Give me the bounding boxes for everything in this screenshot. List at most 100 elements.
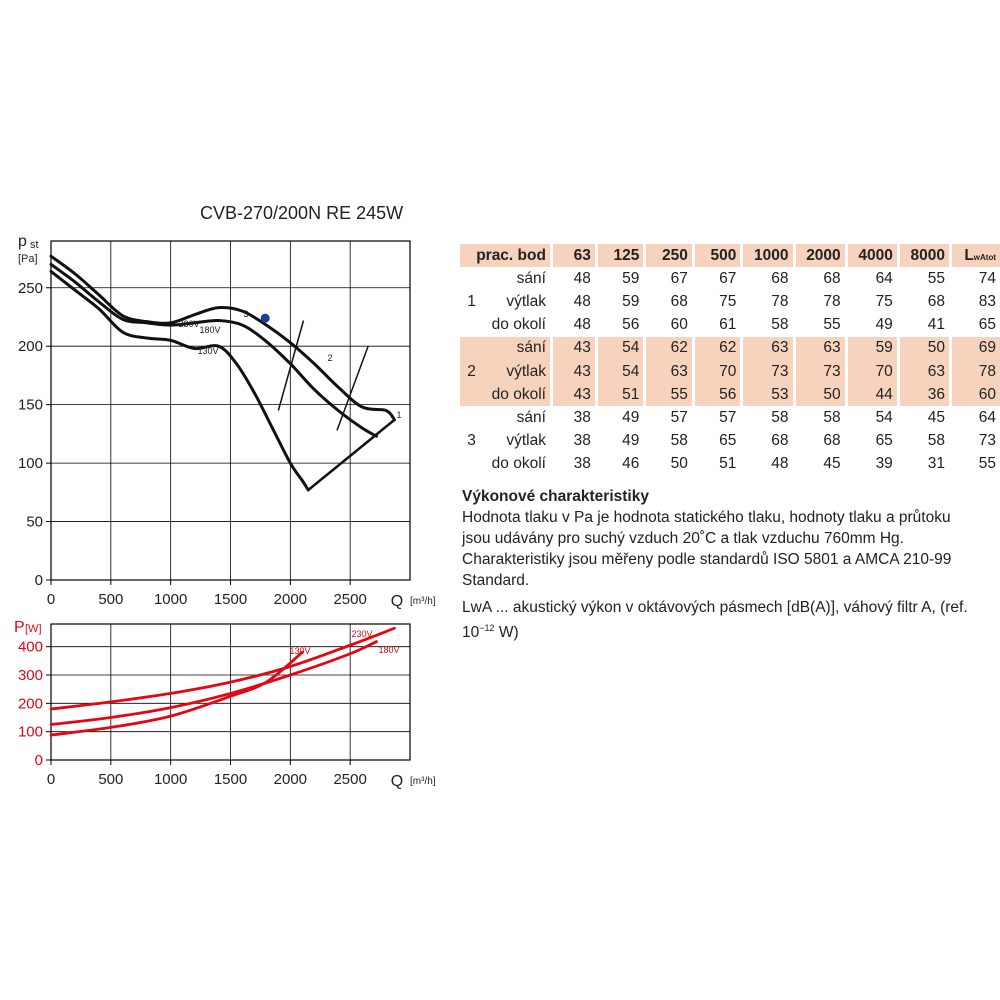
- table-row: 2 výtlak 43 54 63 70 73 73 70 63 78: [460, 359, 1000, 384]
- value-cell: 38: [549, 406, 597, 430]
- system-line-label: 1: [396, 410, 401, 420]
- table-row: sání 43 54 62 62 63 63 59 50 69: [460, 336, 1000, 360]
- value-cell: 68: [740, 267, 795, 291]
- description-heading: Výkonové charakteristiky: [462, 488, 649, 505]
- point-cell: [460, 383, 484, 407]
- value-cell: 75: [844, 290, 899, 314]
- value-cell: 73: [948, 429, 1000, 453]
- pressure-series-130V: [49, 269, 310, 492]
- power-x-unit: [m³/h]: [410, 776, 436, 787]
- value-cell: 53: [740, 383, 795, 407]
- value-cell: 65: [691, 429, 742, 453]
- power-curve-label: 180V: [378, 645, 399, 655]
- power-y-label: P: [14, 619, 25, 636]
- header-cell: prac. bod: [460, 244, 552, 268]
- point-cell: 3: [467, 432, 476, 450]
- power-x-label: Q: [391, 773, 403, 790]
- pressure-curve-label: 130V: [197, 346, 218, 356]
- value-cell: 60: [948, 383, 1000, 407]
- value-cell: 62: [691, 336, 742, 360]
- description: Výkonové charakteristiky Hodnota tlaku v…: [462, 486, 977, 643]
- lw-sub: wAtot: [973, 252, 996, 262]
- header-cell: 2000: [792, 244, 847, 268]
- value-cell: 59: [594, 267, 645, 291]
- power-x-tick-label: 0: [47, 771, 55, 788]
- system-line-label: 2: [327, 353, 332, 363]
- position-cell: do okolí: [491, 316, 546, 334]
- pressure-y-label: p: [18, 233, 27, 250]
- point-cell: 2: [460, 359, 484, 384]
- lwa-tail: W): [494, 624, 519, 642]
- system-line-label: 3: [243, 309, 248, 319]
- system-line-3: [277, 320, 305, 411]
- value-cell: 38: [549, 429, 597, 453]
- header-cell: 4000: [844, 244, 899, 268]
- pressure-y-tick-label: 250: [18, 280, 43, 297]
- value-cell: 58: [792, 406, 847, 430]
- value-cell: 48: [549, 290, 597, 314]
- lw-main: L: [964, 246, 974, 264]
- value-cell: 45: [792, 452, 847, 476]
- power-y-tick-label: 400: [18, 639, 43, 656]
- value-cell: 48: [549, 267, 597, 291]
- value-cell: 57: [691, 406, 742, 430]
- value-cell: 45: [896, 406, 951, 430]
- table-header-row: prac. bod 63 125 250 500 1000 2000 4000 …: [460, 244, 1000, 268]
- point-cell: [460, 314, 483, 337]
- value-cell: 55: [643, 383, 694, 407]
- pressure-curve-label: 180V: [199, 325, 220, 335]
- power-x-tick-label: 1000: [154, 771, 187, 788]
- value-cell: 63: [896, 359, 951, 384]
- power-curve-label: 130V: [289, 646, 310, 656]
- value-cell: 54: [594, 336, 645, 360]
- power-x-tick-label: 500: [98, 771, 123, 788]
- pressure-x-tick-label: 2500: [333, 591, 366, 608]
- pressure-curve-label: 230V: [178, 319, 199, 329]
- pressure-x-label: Q: [391, 593, 403, 610]
- value-cell: 68: [792, 429, 847, 453]
- power-y-tick-label: 300: [18, 667, 43, 684]
- value-cell: 64: [948, 406, 1000, 430]
- table-row: sání 38 49 57 57 58 58 54 45 64: [460, 406, 1000, 430]
- value-cell: 70: [691, 359, 742, 384]
- value-cell: 78: [792, 290, 847, 314]
- power-series-230V: [49, 626, 396, 711]
- value-cell: 49: [594, 406, 645, 430]
- pressure-x-tick-label: 500: [98, 591, 123, 608]
- value-cell: 43: [549, 336, 597, 360]
- value-cell: 63: [740, 336, 795, 360]
- value-cell: 83: [948, 290, 1000, 314]
- value-cell: 69: [948, 336, 1000, 360]
- value-cell: 50: [896, 336, 951, 360]
- value-cell: 73: [740, 359, 795, 384]
- value-cell: 49: [844, 313, 899, 337]
- value-cell: 36: [896, 383, 951, 407]
- point-cell: [460, 453, 483, 476]
- pressure-x-tick-label: 2000: [274, 591, 307, 608]
- pressure-series-180V: [49, 262, 378, 438]
- value-cell: 43: [549, 383, 597, 407]
- value-cell: 78: [740, 290, 795, 314]
- value-cell: 65: [948, 313, 1000, 337]
- table-row: do okolí 38 46 50 51 48 45 39 31 55: [460, 452, 1000, 476]
- value-cell: 78: [948, 359, 1000, 384]
- pressure-series-230V: [49, 254, 396, 422]
- value-cell: 63: [792, 336, 847, 360]
- value-cell: 51: [594, 383, 645, 407]
- header-cell: 125: [594, 244, 645, 268]
- pressure-y-tick-label: 200: [18, 338, 43, 355]
- value-cell: 68: [896, 290, 951, 314]
- position-cell: výtlak: [506, 292, 546, 310]
- power-x-tick-label: 1500: [214, 771, 247, 788]
- position-cell: výtlak: [506, 432, 546, 450]
- power-series-180V: [49, 640, 378, 726]
- pressure-y-tick-label: 100: [18, 455, 43, 472]
- power-x-tick-label: 2000: [274, 771, 307, 788]
- point-cell: [460, 406, 483, 429]
- system-line-2: [336, 345, 369, 431]
- position-cell: sání: [516, 269, 546, 287]
- position-cell: sání: [516, 408, 546, 426]
- point-cell: 1: [467, 292, 476, 310]
- value-cell: 56: [594, 313, 645, 337]
- position-cell: sání: [483, 336, 552, 360]
